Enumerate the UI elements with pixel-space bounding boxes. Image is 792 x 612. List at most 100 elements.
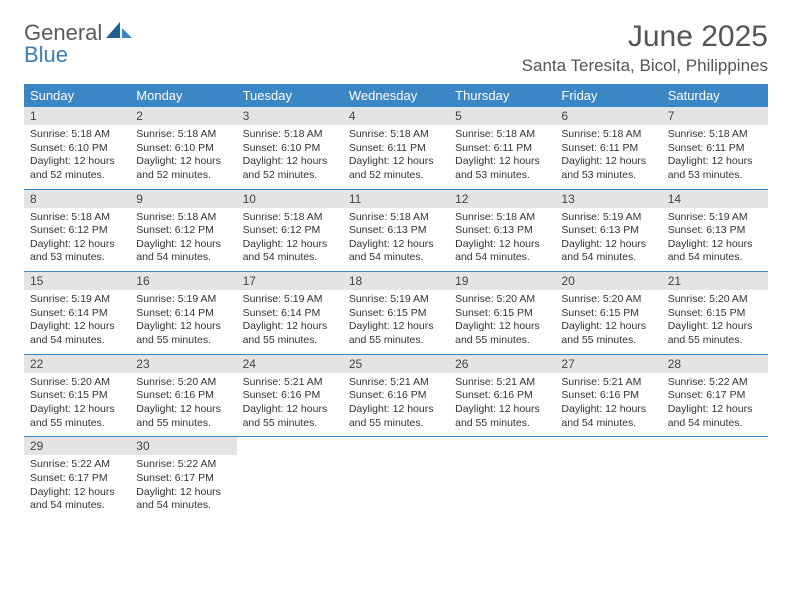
daylight-text-1: Daylight: 12 hours [668, 403, 762, 417]
day-number: 19 [449, 272, 555, 290]
day-number: 16 [130, 272, 236, 290]
daylight-text-1: Daylight: 12 hours [243, 238, 337, 252]
day-details: Sunrise: 5:19 AMSunset: 6:14 PMDaylight:… [130, 290, 236, 354]
day-number: 11 [343, 190, 449, 208]
daylight-text-1: Daylight: 12 hours [668, 155, 762, 169]
sunrise-text: Sunrise: 5:18 AM [668, 128, 762, 142]
weekday-header: Monday [130, 84, 236, 107]
calendar-cell: 10Sunrise: 5:18 AMSunset: 6:12 PMDayligh… [237, 189, 343, 272]
sunset-text: Sunset: 6:16 PM [243, 389, 337, 403]
sunset-text: Sunset: 6:17 PM [136, 472, 230, 486]
calendar-cell [237, 437, 343, 519]
calendar-cell: 9Sunrise: 5:18 AMSunset: 6:12 PMDaylight… [130, 189, 236, 272]
sunrise-text: Sunrise: 5:20 AM [561, 293, 655, 307]
daylight-text-1: Daylight: 12 hours [243, 155, 337, 169]
sunrise-text: Sunrise: 5:21 AM [561, 376, 655, 390]
sunrise-text: Sunrise: 5:18 AM [455, 211, 549, 225]
sunset-text: Sunset: 6:10 PM [243, 142, 337, 156]
day-number: 4 [343, 107, 449, 125]
sunrise-text: Sunrise: 5:19 AM [30, 293, 124, 307]
day-details: Sunrise: 5:18 AMSunset: 6:12 PMDaylight:… [130, 208, 236, 272]
weekday-header: Friday [555, 84, 661, 107]
day-details: Sunrise: 5:18 AMSunset: 6:13 PMDaylight:… [343, 208, 449, 272]
weekday-header: Saturday [662, 84, 768, 107]
day-details: Sunrise: 5:19 AMSunset: 6:14 PMDaylight:… [237, 290, 343, 354]
sunrise-text: Sunrise: 5:22 AM [668, 376, 762, 390]
calendar-cell: 5Sunrise: 5:18 AMSunset: 6:11 PMDaylight… [449, 107, 555, 189]
daylight-text-2: and 55 minutes. [668, 334, 762, 348]
day-number: 17 [237, 272, 343, 290]
calendar-cell: 13Sunrise: 5:19 AMSunset: 6:13 PMDayligh… [555, 189, 661, 272]
daylight-text-1: Daylight: 12 hours [30, 403, 124, 417]
daylight-text-1: Daylight: 12 hours [349, 320, 443, 334]
day-number: 9 [130, 190, 236, 208]
day-number: 24 [237, 355, 343, 373]
daylight-text-1: Daylight: 12 hours [561, 155, 655, 169]
daylight-text-1: Daylight: 12 hours [455, 155, 549, 169]
sunrise-text: Sunrise: 5:22 AM [30, 458, 124, 472]
sunrise-text: Sunrise: 5:18 AM [136, 128, 230, 142]
day-details: Sunrise: 5:22 AMSunset: 6:17 PMDaylight:… [24, 455, 130, 519]
calendar-row: 1Sunrise: 5:18 AMSunset: 6:10 PMDaylight… [24, 107, 768, 189]
daylight-text-2: and 55 minutes. [349, 334, 443, 348]
daylight-text-2: and 55 minutes. [561, 334, 655, 348]
sunrise-text: Sunrise: 5:20 AM [668, 293, 762, 307]
calendar-cell: 12Sunrise: 5:18 AMSunset: 6:13 PMDayligh… [449, 189, 555, 272]
daylight-text-1: Daylight: 12 hours [243, 320, 337, 334]
day-number: 12 [449, 190, 555, 208]
calendar-cell: 17Sunrise: 5:19 AMSunset: 6:14 PMDayligh… [237, 272, 343, 355]
daylight-text-1: Daylight: 12 hours [349, 155, 443, 169]
day-number: 28 [662, 355, 768, 373]
day-number: 8 [24, 190, 130, 208]
day-number: 13 [555, 190, 661, 208]
daylight-text-1: Daylight: 12 hours [136, 238, 230, 252]
calendar-cell: 7Sunrise: 5:18 AMSunset: 6:11 PMDaylight… [662, 107, 768, 189]
sunset-text: Sunset: 6:17 PM [30, 472, 124, 486]
sunrise-text: Sunrise: 5:20 AM [455, 293, 549, 307]
sunset-text: Sunset: 6:11 PM [455, 142, 549, 156]
day-number: 29 [24, 437, 130, 455]
sunrise-text: Sunrise: 5:21 AM [349, 376, 443, 390]
daylight-text-1: Daylight: 12 hours [30, 238, 124, 252]
day-details: Sunrise: 5:18 AMSunset: 6:10 PMDaylight:… [237, 125, 343, 189]
daylight-text-2: and 55 minutes. [349, 417, 443, 431]
day-number: 6 [555, 107, 661, 125]
sunrise-text: Sunrise: 5:18 AM [243, 211, 337, 225]
sunrise-text: Sunrise: 5:18 AM [30, 211, 124, 225]
calendar-cell: 14Sunrise: 5:19 AMSunset: 6:13 PMDayligh… [662, 189, 768, 272]
sunset-text: Sunset: 6:12 PM [136, 224, 230, 238]
day-details: Sunrise: 5:19 AMSunset: 6:13 PMDaylight:… [662, 208, 768, 272]
calendar-cell: 21Sunrise: 5:20 AMSunset: 6:15 PMDayligh… [662, 272, 768, 355]
day-number: 30 [130, 437, 236, 455]
daylight-text-2: and 53 minutes. [561, 169, 655, 183]
calendar-cell: 25Sunrise: 5:21 AMSunset: 6:16 PMDayligh… [343, 354, 449, 437]
daylight-text-1: Daylight: 12 hours [455, 238, 549, 252]
day-number: 1 [24, 107, 130, 125]
calendar-cell [662, 437, 768, 519]
calendar-cell: 8Sunrise: 5:18 AMSunset: 6:12 PMDaylight… [24, 189, 130, 272]
calendar-table: Sunday Monday Tuesday Wednesday Thursday… [24, 84, 768, 519]
daylight-text-2: and 54 minutes. [668, 417, 762, 431]
calendar-cell: 22Sunrise: 5:20 AMSunset: 6:15 PMDayligh… [24, 354, 130, 437]
daylight-text-1: Daylight: 12 hours [349, 403, 443, 417]
daylight-text-2: and 54 minutes. [30, 334, 124, 348]
calendar-cell: 18Sunrise: 5:19 AMSunset: 6:15 PMDayligh… [343, 272, 449, 355]
day-details: Sunrise: 5:18 AMSunset: 6:11 PMDaylight:… [449, 125, 555, 189]
calendar-cell: 30Sunrise: 5:22 AMSunset: 6:17 PMDayligh… [130, 437, 236, 519]
sunrise-text: Sunrise: 5:18 AM [30, 128, 124, 142]
daylight-text-2: and 54 minutes. [136, 251, 230, 265]
daylight-text-2: and 52 minutes. [30, 169, 124, 183]
day-details: Sunrise: 5:20 AMSunset: 6:15 PMDaylight:… [449, 290, 555, 354]
calendar-cell [555, 437, 661, 519]
sunrise-text: Sunrise: 5:21 AM [455, 376, 549, 390]
sunrise-text: Sunrise: 5:18 AM [561, 128, 655, 142]
calendar-cell: 27Sunrise: 5:21 AMSunset: 6:16 PMDayligh… [555, 354, 661, 437]
daylight-text-2: and 54 minutes. [243, 251, 337, 265]
daylight-text-1: Daylight: 12 hours [30, 486, 124, 500]
daylight-text-1: Daylight: 12 hours [349, 238, 443, 252]
daylight-text-2: and 55 minutes. [243, 417, 337, 431]
weekday-header: Wednesday [343, 84, 449, 107]
title-block: June 2025 Santa Teresita, Bicol, Philipp… [522, 20, 768, 76]
daylight-text-1: Daylight: 12 hours [136, 486, 230, 500]
daylight-text-2: and 55 minutes. [243, 334, 337, 348]
